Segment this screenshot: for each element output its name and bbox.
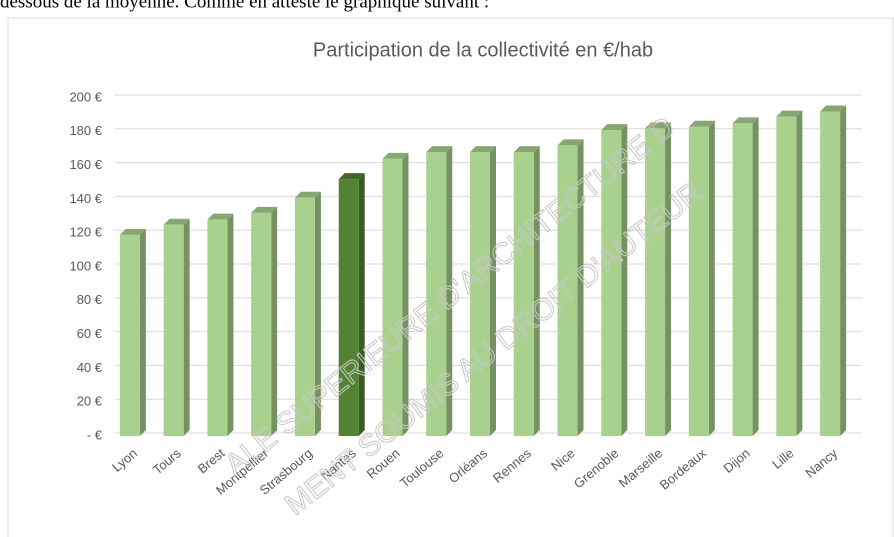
y-tick-label: 180 € <box>69 123 102 138</box>
bar-top <box>513 146 540 153</box>
bar-top <box>470 146 496 153</box>
bar-side <box>840 105 847 437</box>
bar <box>251 212 272 436</box>
bar-top <box>557 139 584 146</box>
bar <box>207 219 228 436</box>
bar-side <box>708 120 715 436</box>
bar-top <box>601 124 628 131</box>
bar <box>338 179 359 436</box>
bar-side <box>402 152 409 436</box>
bar-top <box>338 173 365 180</box>
y-tick-label: 40 € <box>77 360 103 375</box>
document-text: dessous de la moyenne. Comme en atteste … <box>0 0 489 12</box>
bar-side <box>271 206 278 436</box>
bar-top <box>645 122 672 129</box>
bar-top <box>426 146 453 153</box>
bar <box>601 130 622 437</box>
bar-top <box>251 206 278 213</box>
bar-side <box>314 191 321 436</box>
bar-top <box>207 213 234 220</box>
bar-top <box>119 228 146 235</box>
bar <box>163 224 184 436</box>
y-tick-label: 140 € <box>69 191 102 206</box>
bar-side <box>227 213 234 436</box>
bar-top <box>732 117 759 124</box>
y-tick-label: 100 € <box>69 258 102 273</box>
bar-side <box>183 218 190 436</box>
bar-side <box>577 139 584 436</box>
y-tick-label: - € <box>87 427 103 442</box>
bar-side <box>533 146 540 436</box>
y-tick-label: 60 € <box>77 326 103 341</box>
bar <box>645 128 666 437</box>
bar-side <box>752 117 759 436</box>
bar-side <box>446 146 453 436</box>
bar <box>513 152 534 436</box>
bar-top <box>688 120 715 127</box>
bar <box>688 126 709 436</box>
bar-top <box>820 105 847 112</box>
bar <box>119 234 140 436</box>
bar-top <box>776 110 803 117</box>
bar <box>776 116 797 436</box>
bar-side <box>796 110 803 436</box>
y-tick-label: 120 € <box>69 225 102 240</box>
bar-side <box>139 228 146 436</box>
bar-top <box>294 191 321 198</box>
bar-side <box>665 122 672 437</box>
bar-side <box>621 124 628 437</box>
bar <box>470 152 490 436</box>
chart-title: Participation de la collectivité en €/ha… <box>313 39 653 61</box>
bar-side <box>358 173 365 436</box>
bar-side <box>490 146 496 436</box>
y-tick-label: 160 € <box>69 157 102 172</box>
bar-top <box>163 218 190 225</box>
y-tick-label: 20 € <box>77 394 103 409</box>
y-tick-label: 200 € <box>69 89 102 104</box>
bar <box>732 123 753 436</box>
bar <box>294 197 315 436</box>
bar <box>382 158 403 436</box>
bar <box>557 145 578 436</box>
bar <box>426 152 447 436</box>
bar-top <box>382 152 409 159</box>
y-tick-label: 80 € <box>77 292 103 307</box>
bar <box>820 111 841 437</box>
